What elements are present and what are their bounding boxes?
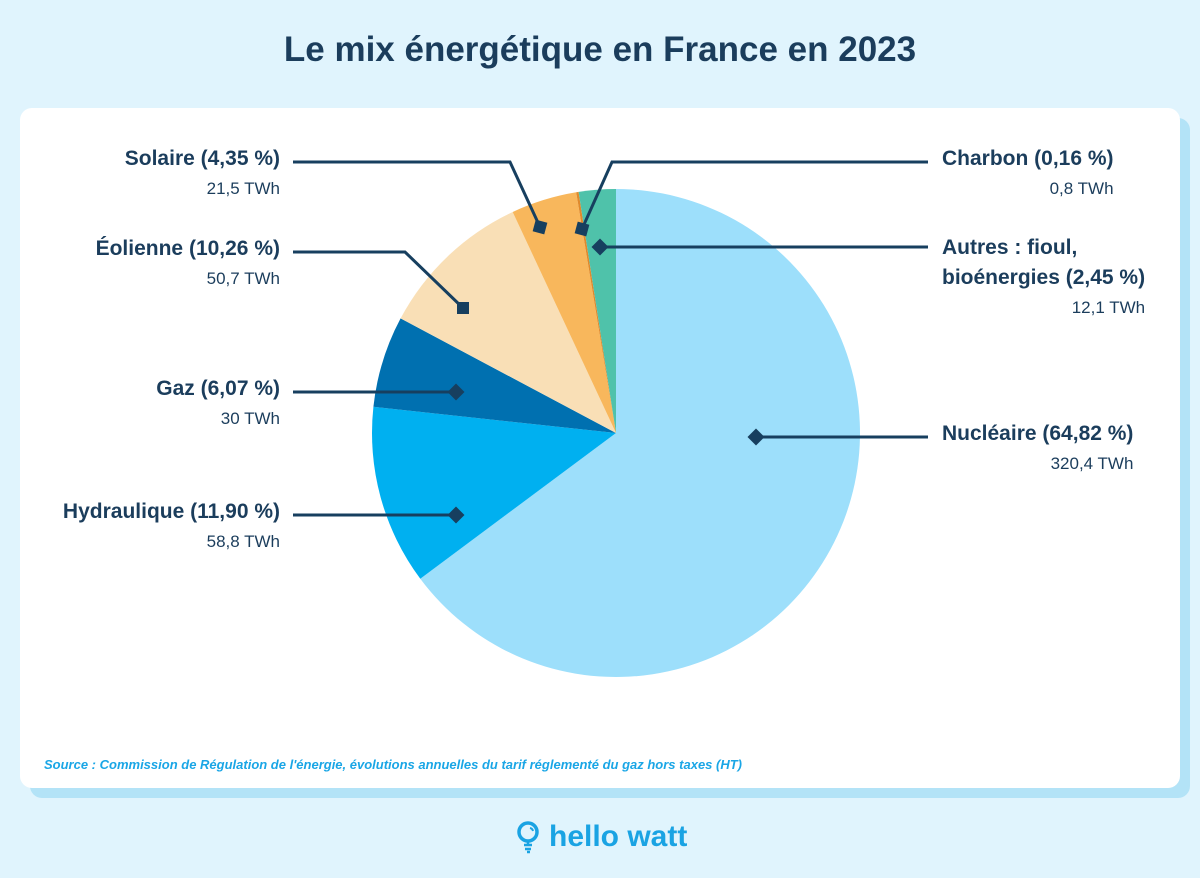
hello-watt-logo: hello watt [515, 820, 687, 854]
slice-value: 30 TWh [220, 409, 280, 428]
slice-value: 21,5 TWh [206, 179, 280, 198]
slice-label: Gaz (6,07 %) [156, 377, 280, 400]
pie-slice-6 [578, 189, 616, 433]
marker-hydraulique [447, 506, 465, 524]
label-autres: Autres : fioul, bioénergies (2,45 %) 12,… [942, 233, 1145, 323]
marker-eolienne [457, 302, 469, 314]
leader-line-solaire [293, 160, 542, 228]
pie-slice-3 [400, 211, 616, 433]
pie-slice-4 [512, 192, 616, 433]
pie-slice-1 [371, 406, 616, 579]
leader-lines [293, 160, 928, 517]
logo-text: hello watt [549, 820, 688, 853]
slice-label-line1: Autres : fioul, [942, 236, 1078, 259]
marker-autres [591, 238, 609, 256]
label-eolienne: Éolienne (10,26 %) 50,7 TWh [96, 234, 280, 294]
leader-line-charbon [580, 160, 928, 230]
label-charbon: Charbon (0,16 %) 0,8 TWh [942, 144, 1114, 204]
chart-title: Le mix énergétique en France en 2023 [283, 30, 917, 69]
leader-line-eolienne [293, 250, 465, 310]
source-note: Source : Commission de Régulation de l'é… [44, 757, 743, 772]
slice-value: 58,8 TWh [206, 532, 280, 551]
marker-gaz [447, 383, 465, 401]
label-gaz: Gaz (6,07 %) 30 TWh [156, 374, 280, 434]
slice-value: 12,1 TWh [1071, 298, 1146, 317]
marker-solaire [532, 219, 548, 235]
pie-slice-5 [576, 191, 616, 433]
slice-value: 50,7 TWh [206, 269, 280, 288]
pie-slice-0 [420, 189, 860, 678]
slice-label: Charbon (0,16 %) [942, 147, 1114, 170]
slice-label: Hydraulique (11,90 %) [62, 500, 280, 523]
slice-label: Solaire (4,35 %) [124, 147, 280, 170]
lightbulb-icon [517, 821, 539, 854]
marker-charbon [574, 221, 590, 237]
label-nucleaire: Nucléaire (64,82 %) 320,4 TWh [942, 419, 1133, 479]
marker-nucleaire [747, 428, 765, 446]
label-hydraulique: Hydraulique (11,90 %) 58,8 TWh [63, 497, 280, 557]
slice-value: 320,4 TWh [1050, 454, 1134, 473]
pie-slice-2 [373, 318, 616, 433]
label-solaire: Solaire (4,35 %) 21,5 TWh [125, 144, 280, 204]
slice-label: Nucléaire (64,82 %) [942, 422, 1134, 445]
slice-value: 0,8 TWh [1049, 179, 1114, 198]
slice-label-line2: bioénergies (2,45 %) [942, 266, 1146, 289]
slice-label: Éolienne (10,26 %) [95, 237, 280, 260]
